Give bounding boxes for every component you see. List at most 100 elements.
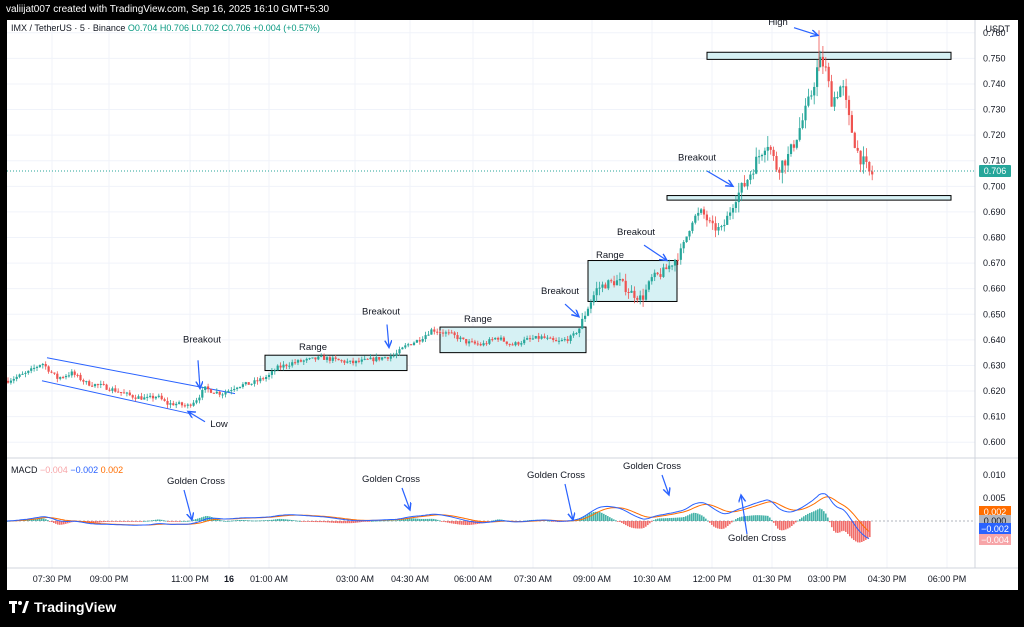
annotation-label: Breakout [362, 306, 400, 317]
candle-body [769, 146, 772, 150]
candle-body [598, 287, 601, 289]
macd-histogram-bar [799, 519, 801, 521]
candle-body [610, 280, 613, 282]
macd-histogram-bar [633, 521, 635, 529]
macd-histogram-bar [427, 518, 429, 521]
candle-body [818, 56, 822, 68]
macd-signal-tag-bg [979, 506, 1011, 517]
candle-body [320, 355, 323, 357]
candle-body [311, 357, 314, 359]
macd-histogram-bar [651, 521, 653, 522]
chart-panel[interactable]: 0.600 0.610 0.620 0.630 0.640 0.650 0.660 0.670… [7, 20, 1018, 590]
macd-histogram-bar [699, 514, 701, 521]
macd-histogram-bar [377, 520, 379, 522]
macd-histogram-bar [145, 520, 147, 522]
macd-histogram-bar [321, 521, 323, 523]
macd-histogram-bar [447, 521, 449, 523]
macd-signal-value: 0.002 [100, 465, 124, 475]
candle-body [613, 281, 616, 286]
candle-body [30, 368, 33, 371]
macd-histogram-bar [61, 521, 63, 525]
macd-histogram-bar [141, 521, 143, 522]
macd-histogram-bar [853, 521, 855, 541]
candle-body [520, 343, 523, 345]
candle-body [839, 86, 842, 98]
macd-histogram-bar [745, 516, 747, 521]
candle-body [192, 402, 195, 406]
macd-histogram-bar [165, 520, 167, 522]
macd-histogram-bar [785, 521, 787, 530]
macd-histogram-bar [105, 521, 107, 522]
macd-histogram-bar [697, 513, 699, 521]
y-tick-label: 0.760 [983, 28, 1006, 38]
price-chart[interactable]: 0.600 0.610 0.620 0.630 0.640 0.650 0.660 0.670… [7, 20, 1018, 590]
candle-body [299, 360, 302, 362]
candle-body [323, 355, 326, 360]
candle-body [91, 385, 94, 387]
candle-body [772, 149, 775, 157]
annotation-arrow [793, 27, 818, 36]
candle-body [273, 370, 276, 372]
macd-histogram-bar [63, 521, 65, 525]
range-box [587, 260, 678, 302]
candle-body [697, 212, 700, 216]
macd-histogram-bar [607, 516, 609, 521]
macd-histogram-bar [855, 521, 857, 542]
macd-histogram-bar [307, 521, 309, 522]
macd-histogram-bar [599, 512, 601, 521]
macd-histogram-bar [737, 517, 739, 521]
candle-body [366, 358, 369, 360]
candle-body [702, 209, 706, 215]
candle-body [256, 380, 259, 382]
macd-histogram-bar [595, 511, 597, 521]
x-tick-label: 01:30 PM [753, 574, 792, 584]
candle-body [282, 364, 285, 368]
macd-histogram-bar [275, 519, 277, 521]
macd-histogram-bar [49, 521, 51, 522]
macd-histogram-bar [415, 518, 417, 521]
macd-histogram-bar [831, 521, 833, 528]
annotation-label: Breakout [617, 227, 655, 238]
macd-histogram-bar [313, 521, 315, 523]
macd-histogram-bar [835, 521, 837, 533]
annotation-label: Breakout [183, 334, 221, 345]
tradingview-brand[interactable]: TradingView [9, 599, 116, 615]
candle-body [325, 357, 329, 360]
candle-body [44, 364, 47, 367]
candle-body [418, 340, 421, 342]
macd-histogram-bar [819, 508, 821, 521]
candle-body [760, 154, 764, 157]
candle-body [755, 156, 758, 174]
candle-body [337, 358, 340, 361]
macd-histogram-bar [135, 521, 137, 522]
macd-histogram-bar [253, 520, 255, 522]
macd-histogram-bar [223, 520, 225, 522]
x-tick-label: 04:30 AM [391, 574, 429, 584]
ohlc-values: O0.704 H0.706 L0.702 C0.706 +0.004 (+0.5… [127, 23, 321, 33]
macd-histogram-bar [115, 521, 117, 522]
macd-histogram-bar [463, 521, 465, 525]
macd-histogram-bar [171, 521, 173, 522]
macd-histogram-bar [181, 520, 183, 522]
macd-histogram-bar [193, 519, 195, 521]
candle-body [140, 396, 143, 400]
candle-body [317, 356, 320, 360]
candle-body [294, 362, 297, 364]
macd-histogram-bar [219, 519, 221, 521]
candle-body [607, 280, 610, 289]
macd-histogram-bar [247, 520, 249, 522]
candle-body [784, 160, 787, 166]
macd-histogram-bar [305, 521, 307, 522]
y-tick-label: 0.620 [983, 386, 1006, 396]
macd-histogram-bar [839, 521, 841, 533]
candle-body [270, 371, 273, 375]
candle-body [230, 390, 233, 392]
macd-histogram-bar [455, 521, 457, 525]
candle-body [73, 371, 76, 375]
macd-histogram-bar [757, 515, 759, 521]
candle-body [560, 339, 563, 341]
macd-histogram-bar [281, 518, 283, 521]
macd-histogram-bar [643, 521, 645, 528]
candle-body [807, 96, 810, 106]
macd-histogram-bar [285, 519, 287, 521]
